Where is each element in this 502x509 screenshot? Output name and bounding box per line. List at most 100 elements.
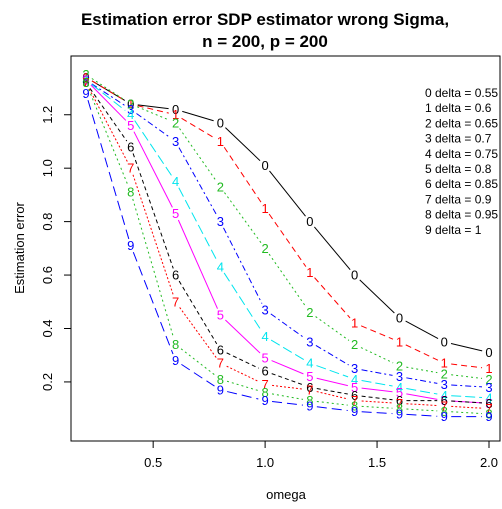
data-point: 6 xyxy=(485,396,492,411)
data-point: 0 xyxy=(172,102,179,117)
series-3: 3 3 3 3 3 3 3 3 3 3 xyxy=(82,73,492,395)
data-point: 0 xyxy=(217,115,224,130)
data-point: 6 xyxy=(261,364,268,379)
y-tick-label: 0.6 xyxy=(40,266,55,284)
series-line-segment xyxy=(315,316,350,341)
data-point: 8 xyxy=(351,398,358,413)
data-point: 0 xyxy=(441,334,448,349)
series-line-segment xyxy=(179,128,217,182)
data-point: 1 xyxy=(261,201,268,216)
series-line-segment xyxy=(90,84,127,121)
series-line-segment xyxy=(361,379,393,387)
series-line-segment xyxy=(361,411,393,415)
series-line-segment xyxy=(451,395,483,399)
data-point: 1 xyxy=(127,97,134,112)
data-point: 3 xyxy=(127,102,134,117)
series-line-segment xyxy=(361,405,393,409)
data-point: 9 xyxy=(127,238,134,253)
series-line-segment xyxy=(91,83,126,106)
series-line-segment xyxy=(132,198,175,338)
series-2: 2 2 2 2 2 2 2 2 2 2 xyxy=(82,67,492,387)
data-point: 4 xyxy=(351,372,358,387)
data-point: 8 xyxy=(261,385,268,400)
series-line-segment xyxy=(132,252,174,355)
data-point: 3 xyxy=(396,369,403,384)
series-line-segment xyxy=(406,393,438,400)
data-point: 9 xyxy=(261,393,268,408)
series-line-segment xyxy=(88,88,129,186)
series-7: 7 7 7 7 7 7 7 7 7 7 xyxy=(82,75,492,416)
series-line-segment xyxy=(406,388,438,395)
data-point: 8 xyxy=(441,404,448,419)
series-line-segment xyxy=(316,391,348,400)
y-tick-label: 1.2 xyxy=(40,106,55,124)
legend-entry: 0 delta = 0.55 xyxy=(425,86,498,100)
data-point: 3 xyxy=(217,214,224,229)
y-axis-label: Estimation error xyxy=(12,201,27,293)
data-point: 3 xyxy=(485,380,492,395)
data-point: 5 xyxy=(306,369,313,384)
data-point: 1 xyxy=(351,316,358,331)
series-line-segment xyxy=(406,413,438,417)
series-line-segment xyxy=(272,384,303,390)
data-point: 7 xyxy=(351,393,358,408)
series-line-segment xyxy=(179,307,217,358)
series-line-segment xyxy=(91,80,126,101)
series-line-segment xyxy=(225,319,261,354)
data-point: 2 xyxy=(396,358,403,373)
series-line-segment xyxy=(315,345,349,366)
data-point: 4 xyxy=(127,107,134,122)
series-line-segment xyxy=(269,170,306,217)
series-line-segment xyxy=(226,352,260,369)
data-point: 1 xyxy=(306,265,313,280)
x-axis-label: omega xyxy=(266,487,307,502)
series-line-segment xyxy=(134,120,173,177)
data-point: 5 xyxy=(172,206,179,221)
series-line-segment xyxy=(406,403,438,407)
series-line-segment xyxy=(271,360,304,375)
series-1: 1 1 1 1 1 1 1 1 1 1 xyxy=(82,70,492,376)
series-line-segment xyxy=(406,377,438,384)
x-tick-label: 0.5 xyxy=(144,455,162,470)
data-point: 0 xyxy=(485,345,492,360)
series-line-segment xyxy=(137,104,169,110)
series-line-segment xyxy=(406,408,438,412)
series-4: 4 4 4 4 4 4 4 4 4 4 xyxy=(82,73,492,406)
series-line-segment xyxy=(226,380,259,392)
series-line-segment xyxy=(133,131,173,208)
data-point: 5 xyxy=(82,73,89,88)
series-line-segment xyxy=(136,113,171,138)
series-line-segment xyxy=(361,369,393,376)
series-line-segment xyxy=(451,411,483,415)
series-line-segment xyxy=(181,117,215,139)
series-line-segment xyxy=(223,227,263,304)
data-point: 9 xyxy=(396,406,403,421)
x-tick-label: 2.0 xyxy=(480,455,498,470)
data-point: 9 xyxy=(485,409,492,424)
series-line-segment xyxy=(178,280,218,345)
series-line-segment xyxy=(316,365,349,378)
data-point: 3 xyxy=(261,302,268,317)
data-point: 7 xyxy=(127,161,134,176)
series-line-segment xyxy=(360,347,394,364)
data-point: 9 xyxy=(217,382,224,397)
data-point: 7 xyxy=(217,356,224,371)
data-point: 7 xyxy=(485,401,492,416)
series-line-segment xyxy=(91,83,126,111)
data-point: 9 xyxy=(82,86,89,101)
data-point: 0 xyxy=(82,70,89,85)
data-point: 0 xyxy=(261,158,268,173)
data-point: 6 xyxy=(441,393,448,408)
y-tick-label: 1.0 xyxy=(40,159,55,177)
series-0: 0 0 0 0 0 0 0 0 0 0 xyxy=(82,70,492,360)
data-point: 7 xyxy=(82,75,89,90)
data-point: 4 xyxy=(82,73,89,88)
data-point: 2 xyxy=(306,305,313,320)
data-point: 5 xyxy=(441,393,448,408)
series-line-segment xyxy=(316,377,348,387)
legend-entry: 3 delta = 0.7 xyxy=(425,132,492,146)
data-point: 3 xyxy=(351,361,358,376)
series-line-segment xyxy=(271,393,304,400)
data-point: 6 xyxy=(351,388,358,403)
